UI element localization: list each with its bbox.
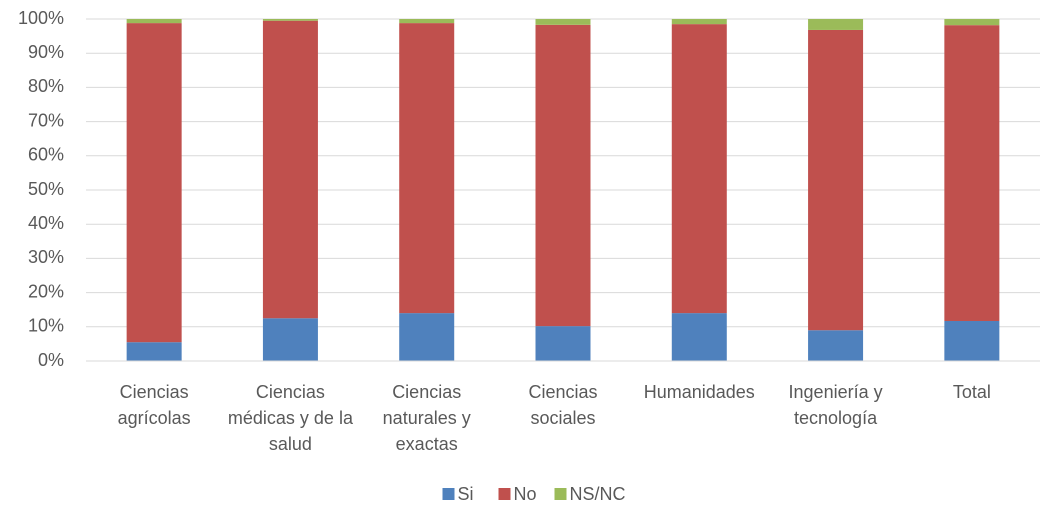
y-tick-label: 70%: [28, 110, 64, 130]
bar-segment: [944, 320, 1000, 361]
bar-segment: [126, 342, 182, 361]
y-tick-label: 10%: [28, 316, 64, 336]
bar-segment: [671, 19, 727, 25]
bar-segment: [808, 330, 864, 361]
x-tick-label: Ciencias sociales: [528, 382, 598, 428]
x-tick-label: Ciencias médicas y de la salud: [227, 382, 353, 454]
x-tick-label: Total: [952, 382, 991, 402]
bar-segment: [671, 24, 727, 314]
y-tick-label: 50%: [28, 179, 64, 199]
legend-label: No: [514, 484, 537, 504]
y-tick-label: 60%: [28, 145, 64, 165]
legend-swatch: [442, 488, 455, 500]
bar-segment: [808, 19, 864, 30]
x-tick-label: Ciencias agrícolas: [117, 382, 191, 428]
bar-segment: [399, 19, 455, 24]
bar-segment: [671, 313, 727, 361]
bar-segment: [535, 24, 591, 327]
bar-segment: [535, 19, 591, 25]
bar-segment: [262, 19, 318, 21]
bar-segment: [808, 29, 864, 331]
bar-segment: [944, 19, 1000, 26]
x-tick-label: Humanidades: [643, 382, 755, 402]
legend-label: Si: [458, 484, 474, 504]
bar-segment: [535, 326, 591, 361]
bar-segment: [126, 23, 182, 343]
y-tick-label: 90%: [28, 42, 64, 62]
y-tick-label: 80%: [28, 76, 64, 96]
y-tick-label: 0%: [38, 350, 64, 370]
bar-segment: [262, 20, 318, 319]
bar-segment: [126, 19, 182, 24]
y-tick-label: 20%: [28, 281, 64, 301]
bar-segment: [944, 25, 1000, 321]
y-tick-label: 40%: [28, 213, 64, 233]
y-tick-label: 100%: [18, 8, 64, 28]
y-tick-label: 30%: [28, 247, 64, 267]
legend-swatch: [554, 488, 567, 500]
bar-segment: [399, 313, 455, 361]
legend-label: NS/NC: [570, 484, 626, 504]
x-tick-label: Ingeniería y tecnología: [788, 382, 883, 428]
bar-segment: [399, 23, 455, 314]
x-tick-label: Ciencias naturales y exactas: [382, 382, 471, 454]
bar-segment: [262, 318, 318, 361]
legend-swatch: [498, 488, 511, 500]
